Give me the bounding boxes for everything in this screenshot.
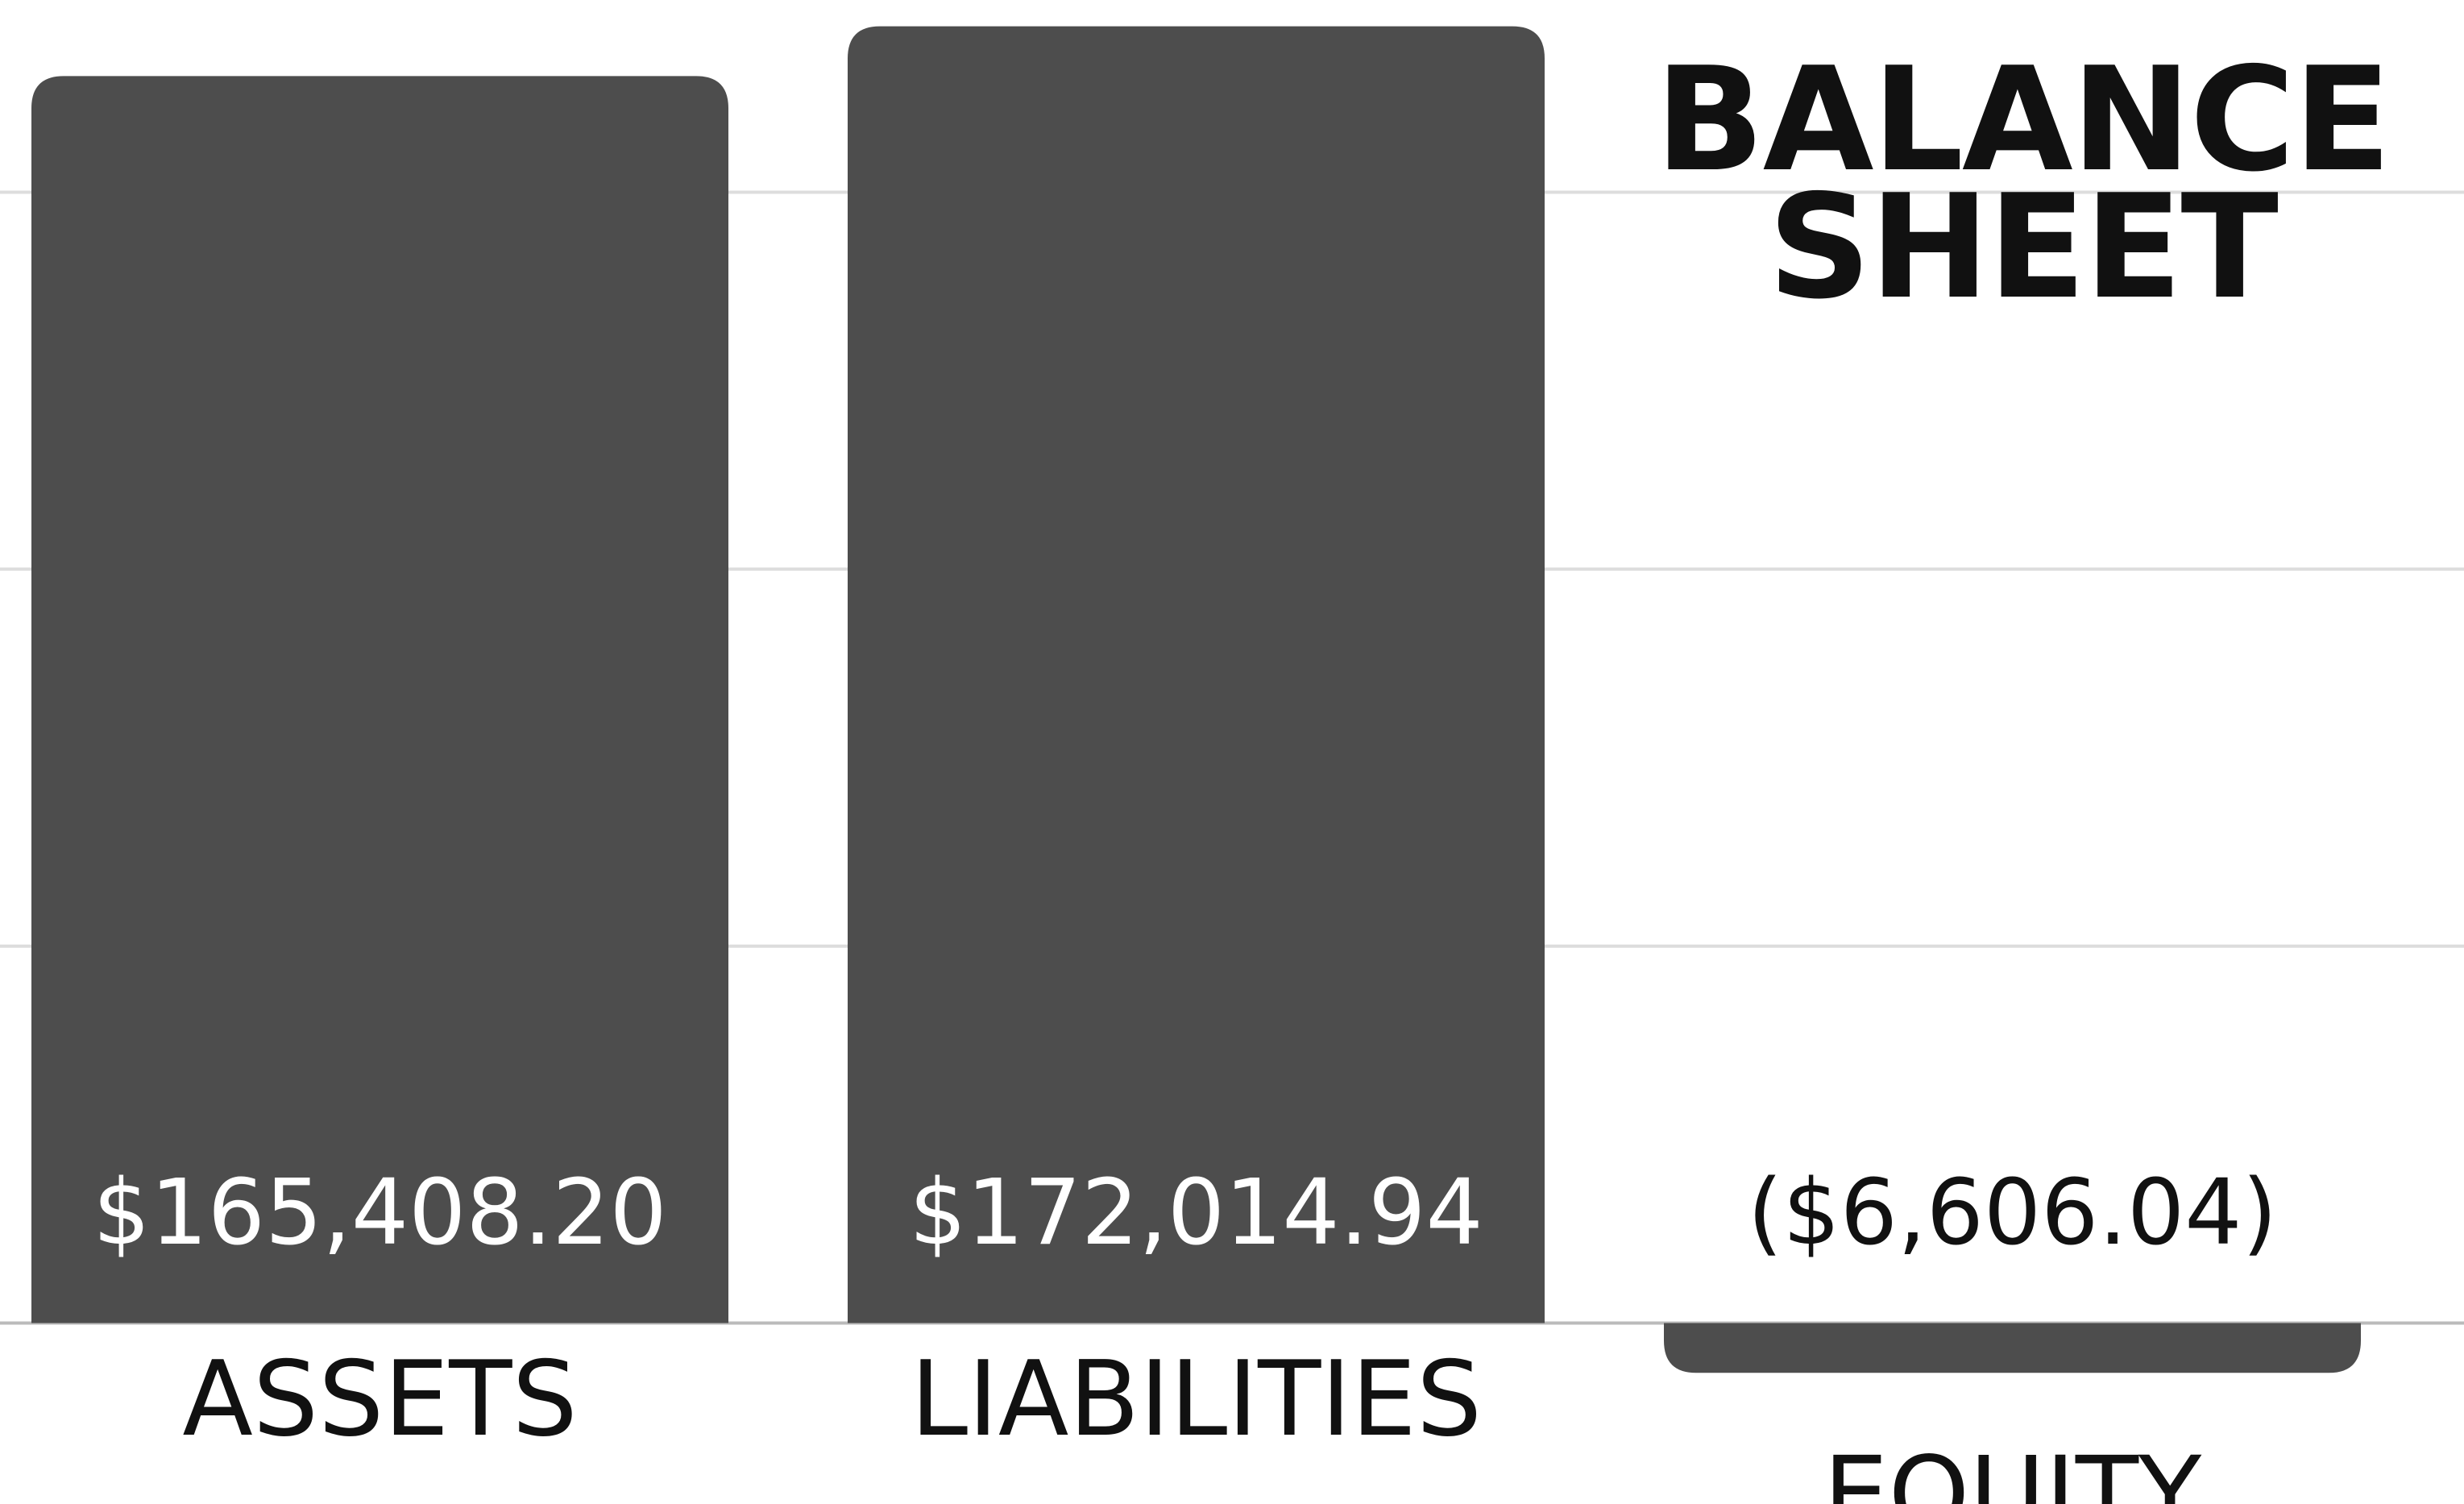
- chart-title: BALANCE SHEET: [1655, 36, 2391, 330]
- value-label: $165,408.20: [93, 1161, 667, 1265]
- value-label: $172,014.94: [909, 1161, 1483, 1265]
- x-tick-label: ASSETS: [182, 1340, 577, 1460]
- x-tick-label: EQUITY: [1823, 1435, 2202, 1504]
- bar: [848, 26, 1545, 1323]
- x-tick-label: LIABILITIES: [911, 1340, 1482, 1460]
- value-label: ($6,606.04): [1748, 1161, 2277, 1265]
- bar: [1664, 1323, 2361, 1373]
- bar: [31, 76, 728, 1323]
